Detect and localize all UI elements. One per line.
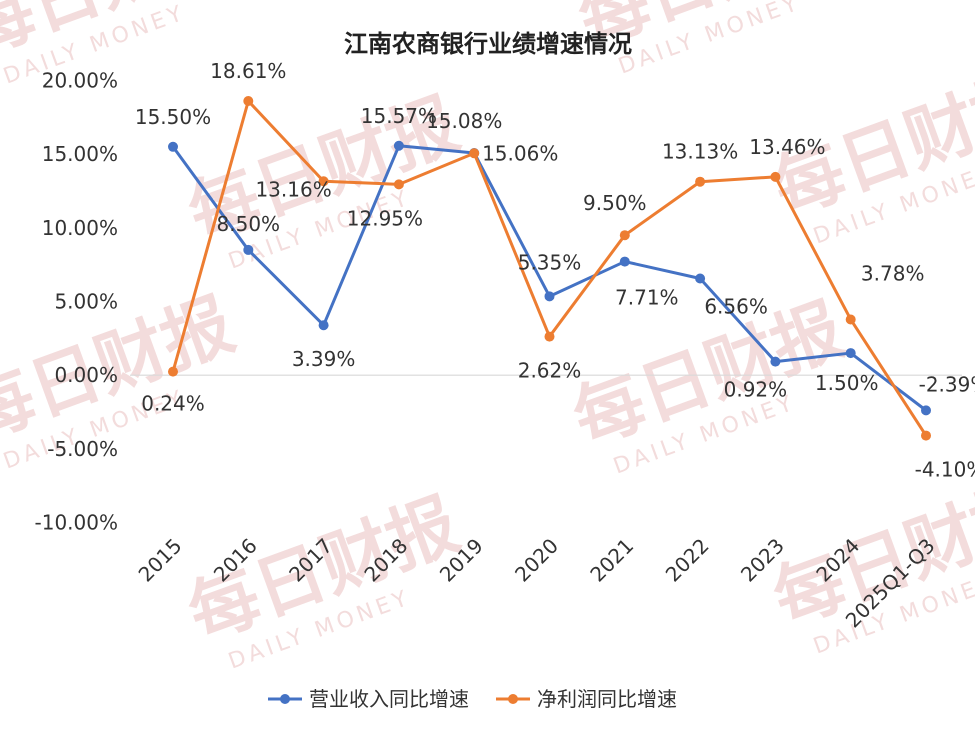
y-tick-label: 15.00% xyxy=(42,142,118,166)
data-label-0: 6.56% xyxy=(704,295,768,319)
y-tick-label: -5.00% xyxy=(47,437,118,461)
data-point-0 xyxy=(243,244,254,255)
data-point-0 xyxy=(168,141,178,152)
data-point-1 xyxy=(243,95,254,106)
data-point-1 xyxy=(318,176,329,187)
y-tick-label: -10.00% xyxy=(35,511,118,535)
data-label-1: 18.61% xyxy=(210,59,286,83)
y-tick-label: 10.00% xyxy=(42,216,118,240)
data-label-0: 8.50% xyxy=(217,212,281,236)
data-point-0 xyxy=(393,140,404,151)
legend-label-revenue: 营业收入同比增速 xyxy=(309,687,469,711)
data-label-1: 15.06% xyxy=(482,141,558,165)
data-point-0 xyxy=(619,256,630,267)
data-point-1 xyxy=(168,366,178,377)
data-point-0 xyxy=(318,320,329,331)
data-labels: 15.50% 8.50% 3.39% 15.57%15.08% 5.35% 7.71% 6.… xyxy=(135,59,975,482)
data-label-1: 13.13% xyxy=(662,140,738,164)
data-point-0 xyxy=(695,273,706,284)
data-label-1: 9.50% xyxy=(583,191,647,215)
data-label-1: 13.16% xyxy=(255,177,331,201)
x-tick-label: 2022 xyxy=(661,534,714,587)
data-point-1 xyxy=(469,148,480,159)
data-label-1: -4.10% xyxy=(915,458,975,482)
data-label-1: 12.95% xyxy=(347,206,423,230)
data-label-1: 2.62% xyxy=(518,359,582,383)
data-point-0 xyxy=(770,356,781,367)
data-label-0: 15.50% xyxy=(135,105,211,129)
legend-marker-revenue xyxy=(280,694,290,704)
data-label-1: 0.24% xyxy=(141,392,205,416)
data-label-0: 7.71% xyxy=(615,286,679,310)
data-label-0: 15.08% xyxy=(426,109,502,133)
data-point-1 xyxy=(845,314,856,325)
x-tick-label: 2020 xyxy=(510,534,563,587)
data-label-0: -2.39% xyxy=(919,372,975,396)
y-axis-ticks: 20.00% 15.00% 10.00% 5.00% 0.00% -5.00% -10.00… xyxy=(35,69,118,535)
data-point-1 xyxy=(393,179,404,190)
data-point-0 xyxy=(845,348,856,359)
data-label-0: 15.57% xyxy=(361,104,437,128)
data-point-1 xyxy=(619,230,630,241)
data-label-0: 5.35% xyxy=(518,250,582,274)
data-label-1: 3.78% xyxy=(861,261,925,285)
y-tick-label: 20.00% xyxy=(42,69,118,93)
series-layer xyxy=(168,95,931,441)
legend-marker-profit xyxy=(508,694,518,704)
data-label-0: 3.39% xyxy=(292,347,356,371)
y-tick-label: 0.00% xyxy=(54,363,118,387)
legend: 营业收入同比增速 净利润同比增速 xyxy=(268,687,677,711)
chart-title: 江南农商银行业绩增速情况 xyxy=(344,30,632,58)
data-point-1 xyxy=(544,331,555,342)
data-point-0 xyxy=(921,405,931,416)
data-label-1: 13.46% xyxy=(749,135,825,159)
data-point-1 xyxy=(695,176,706,187)
data-point-1 xyxy=(921,430,931,441)
data-point-1 xyxy=(770,171,781,182)
x-tick-label: 2021 xyxy=(585,534,638,587)
data-point-0 xyxy=(544,291,555,302)
data-label-0: 0.92% xyxy=(724,378,788,402)
data-label-0: 1.50% xyxy=(815,371,879,395)
y-tick-label: 5.00% xyxy=(54,290,118,314)
legend-label-profit: 净利润同比增速 xyxy=(537,687,677,711)
